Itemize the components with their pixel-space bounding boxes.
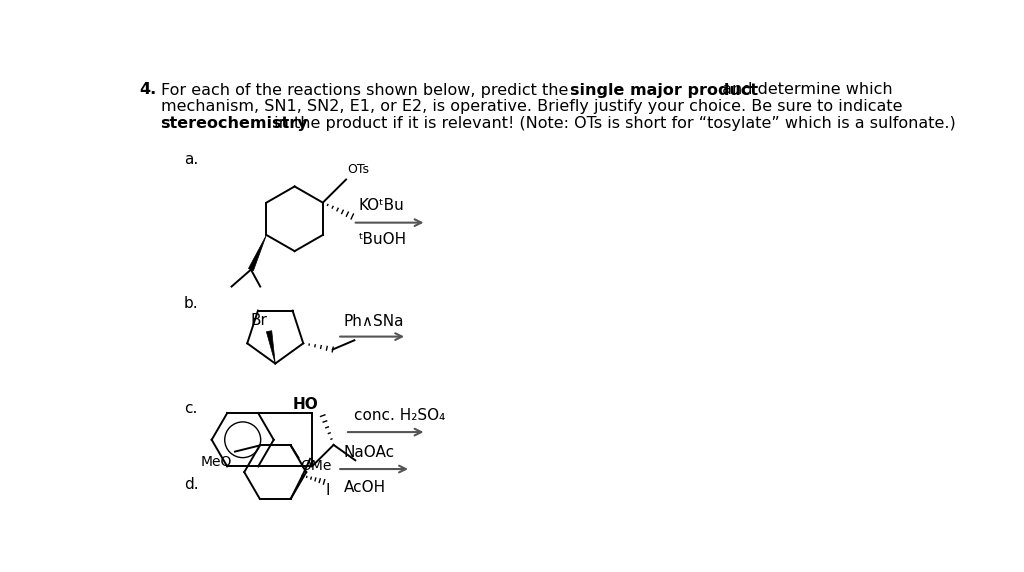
Text: c.: c. bbox=[183, 402, 198, 416]
Text: Br: Br bbox=[251, 313, 267, 328]
Polygon shape bbox=[249, 235, 266, 271]
Text: NaOAc: NaOAc bbox=[343, 445, 394, 460]
Polygon shape bbox=[266, 331, 275, 364]
Text: a.: a. bbox=[183, 152, 198, 167]
Text: in the product if it is relevant! (Note: OTs is short for “tosylate” which is a : in the product if it is relevant! (Note:… bbox=[269, 116, 955, 132]
Text: ᵗBuOH: ᵗBuOH bbox=[359, 232, 408, 247]
Text: stereochemistry: stereochemistry bbox=[161, 116, 308, 132]
Text: conc. H₂SO₄: conc. H₂SO₄ bbox=[354, 408, 445, 423]
Text: KOᵗBu: KOᵗBu bbox=[359, 198, 404, 213]
Text: and determine which: and determine which bbox=[717, 82, 893, 97]
Text: For each of the reactions shown below, predict the: For each of the reactions shown below, p… bbox=[161, 82, 573, 97]
Text: 4.: 4. bbox=[139, 82, 156, 97]
Text: I: I bbox=[326, 483, 330, 498]
Text: single major product: single major product bbox=[569, 82, 758, 97]
Text: OTs: OTs bbox=[347, 164, 370, 176]
Text: HO: HO bbox=[293, 397, 318, 412]
Text: b.: b. bbox=[183, 296, 199, 311]
Text: OMe: OMe bbox=[300, 459, 332, 473]
Text: AcOH: AcOH bbox=[343, 480, 386, 495]
Text: mechanism, SN1, SN2, E1, or E2, is operative. Briefly justify your choice. Be su: mechanism, SN1, SN2, E1, or E2, is opera… bbox=[161, 100, 902, 114]
Text: d.: d. bbox=[183, 476, 199, 492]
Text: Ph∧SNa: Ph∧SNa bbox=[343, 314, 403, 329]
Text: MeO: MeO bbox=[201, 455, 231, 468]
